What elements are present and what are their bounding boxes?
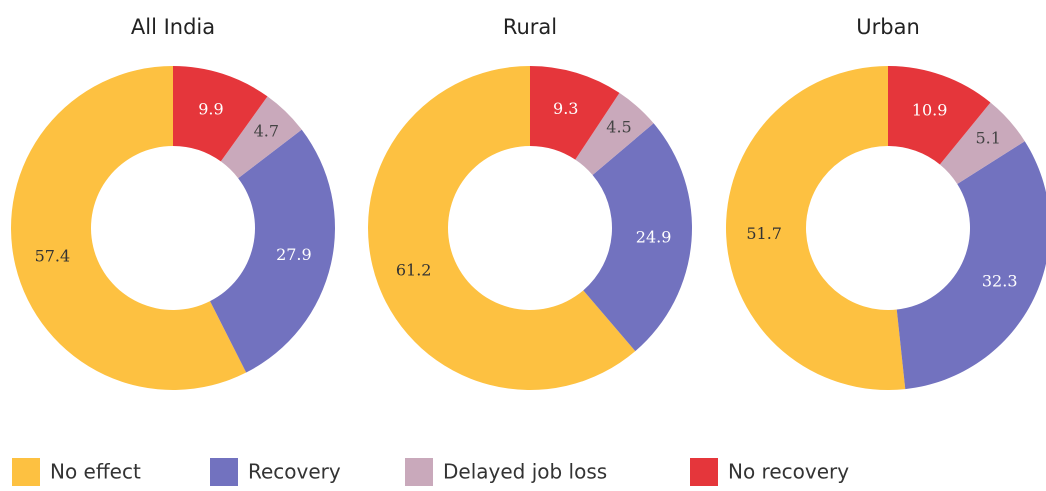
value-label: 24.9 [636,227,672,246]
value-label: 61.2 [396,260,432,279]
value-label: 4.7 [254,121,279,140]
legend-swatch [210,458,238,486]
value-label: 9.3 [553,99,578,118]
donut-segment [583,123,692,352]
legend-swatch [12,458,40,486]
donut-segment [10,66,247,391]
value-label: 27.9 [276,245,312,264]
legend-swatch [405,458,433,486]
legend-label: No recovery [728,460,849,484]
donut-segment [575,92,654,175]
donut-segment [888,66,991,165]
donut-segment [220,96,302,179]
donut-segment [939,102,1025,185]
legend-label: Delayed job loss [443,460,607,484]
donut-segment [530,66,620,160]
value-label: 10.9 [912,101,948,120]
value-label: 9.9 [198,99,223,118]
value-label: 51.7 [746,224,782,243]
legend-label: No effect [50,460,141,484]
donut-segment [896,141,1046,390]
donut-segment [210,129,335,373]
donut-segment [173,66,268,162]
donut-segment [368,66,636,390]
chart-title: All India [131,15,215,39]
value-label: 4.5 [606,117,631,136]
chart-title: Rural [503,15,557,39]
value-label: 5.1 [976,129,1001,148]
legend-label: Recovery [248,460,341,484]
legend-swatch [690,458,718,486]
value-label: 57.4 [35,246,71,265]
value-label: 32.3 [982,271,1018,290]
donut-segment [725,66,906,390]
chart-title: Urban [856,15,920,39]
